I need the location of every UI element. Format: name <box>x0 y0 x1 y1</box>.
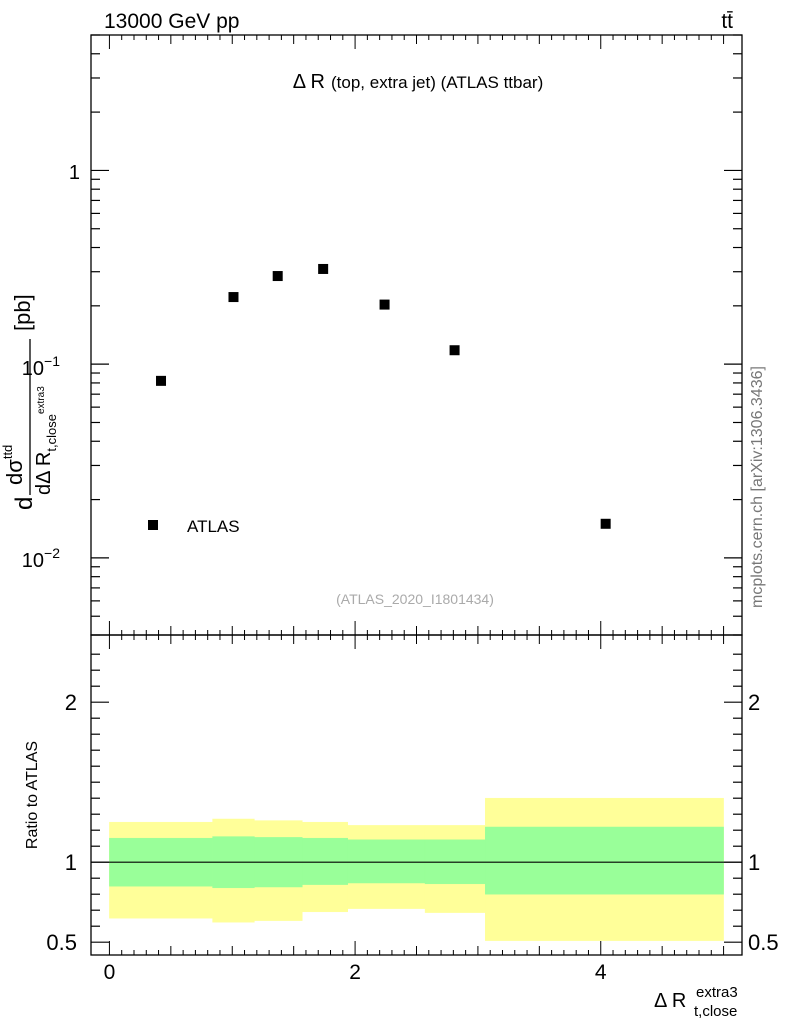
main-y-axis-label: d dσttd dΔ Rt,closeextra3 [pb] <box>0 294 59 510</box>
data-point <box>272 271 283 282</box>
x-axis-label: Δ R <box>654 990 686 1012</box>
ratio-y-tick-label: 0.5 <box>46 930 77 955</box>
data-point <box>318 263 329 274</box>
x-axis-label-sup: extra3 <box>696 984 738 1001</box>
x-tick-label: 0 <box>104 961 116 984</box>
uncertainty-bin <box>485 826 724 895</box>
ratio-y-tick-label: 1 <box>65 850 77 875</box>
data-point <box>156 375 167 386</box>
x-tick-label: 4 <box>595 961 607 984</box>
uncertainty-bin <box>347 839 426 884</box>
main-panel-frame <box>90 34 743 636</box>
data-points <box>156 263 611 529</box>
analysis-watermark: (ATLAS_2020_I1801434) <box>336 591 494 607</box>
svg-text:d: d <box>11 497 38 510</box>
energy-label: 13000 GeV pp <box>104 10 239 33</box>
y-label-numerator: dσttd <box>0 445 27 485</box>
y-tick-label: 10−2 <box>22 545 60 572</box>
legend-marker <box>148 520 158 530</box>
ratio-y-axis-label: Ratio to ATLAS <box>24 741 41 849</box>
svg-text:[pb]: [pb] <box>10 294 35 331</box>
data-point <box>379 299 390 310</box>
ratio-y-tick-label: 2 <box>748 690 760 715</box>
ratio-panel: 0.5 0.5 1 1 2 2 0 2 4 <box>46 634 779 984</box>
ratio-panel-ticks <box>91 635 742 955</box>
ratio-panel-frame <box>90 634 743 956</box>
main-panel: 10−2 10−1 1 Δ R (top, extra jet) (ATLAS t… <box>22 34 743 636</box>
y-tick-label: 10−1 <box>22 353 60 380</box>
legend-label: ATLAS <box>187 517 240 536</box>
chart-title: Δ R (top, extra jet) (ATLAS ttbar) <box>293 71 544 93</box>
process-label: tt̄ <box>721 10 733 33</box>
ratio-y-tick-label: 2 <box>65 690 77 715</box>
ratio-y-tick-label: 1 <box>748 850 760 875</box>
main-panel-ticks <box>91 34 742 636</box>
uncertainty-bin <box>302 837 348 885</box>
y-label-denominator: dΔ Rt,closeextra3 <box>33 386 59 495</box>
data-point <box>228 292 239 303</box>
data-point <box>600 518 611 529</box>
y-tick-label: 1 <box>69 162 80 184</box>
ratio-tick-labels: 0.5 0.5 1 1 2 2 0 2 4 <box>46 690 778 984</box>
x-axis-label-sub: t,close <box>694 1003 737 1020</box>
ratio-y-tick-label: 0.5 <box>748 930 779 955</box>
x-tick-label: 2 <box>349 961 361 984</box>
data-point <box>449 345 460 356</box>
mcplots-side-label: mcplots.cern.ch [arXiv:1306.3436] <box>749 366 766 608</box>
